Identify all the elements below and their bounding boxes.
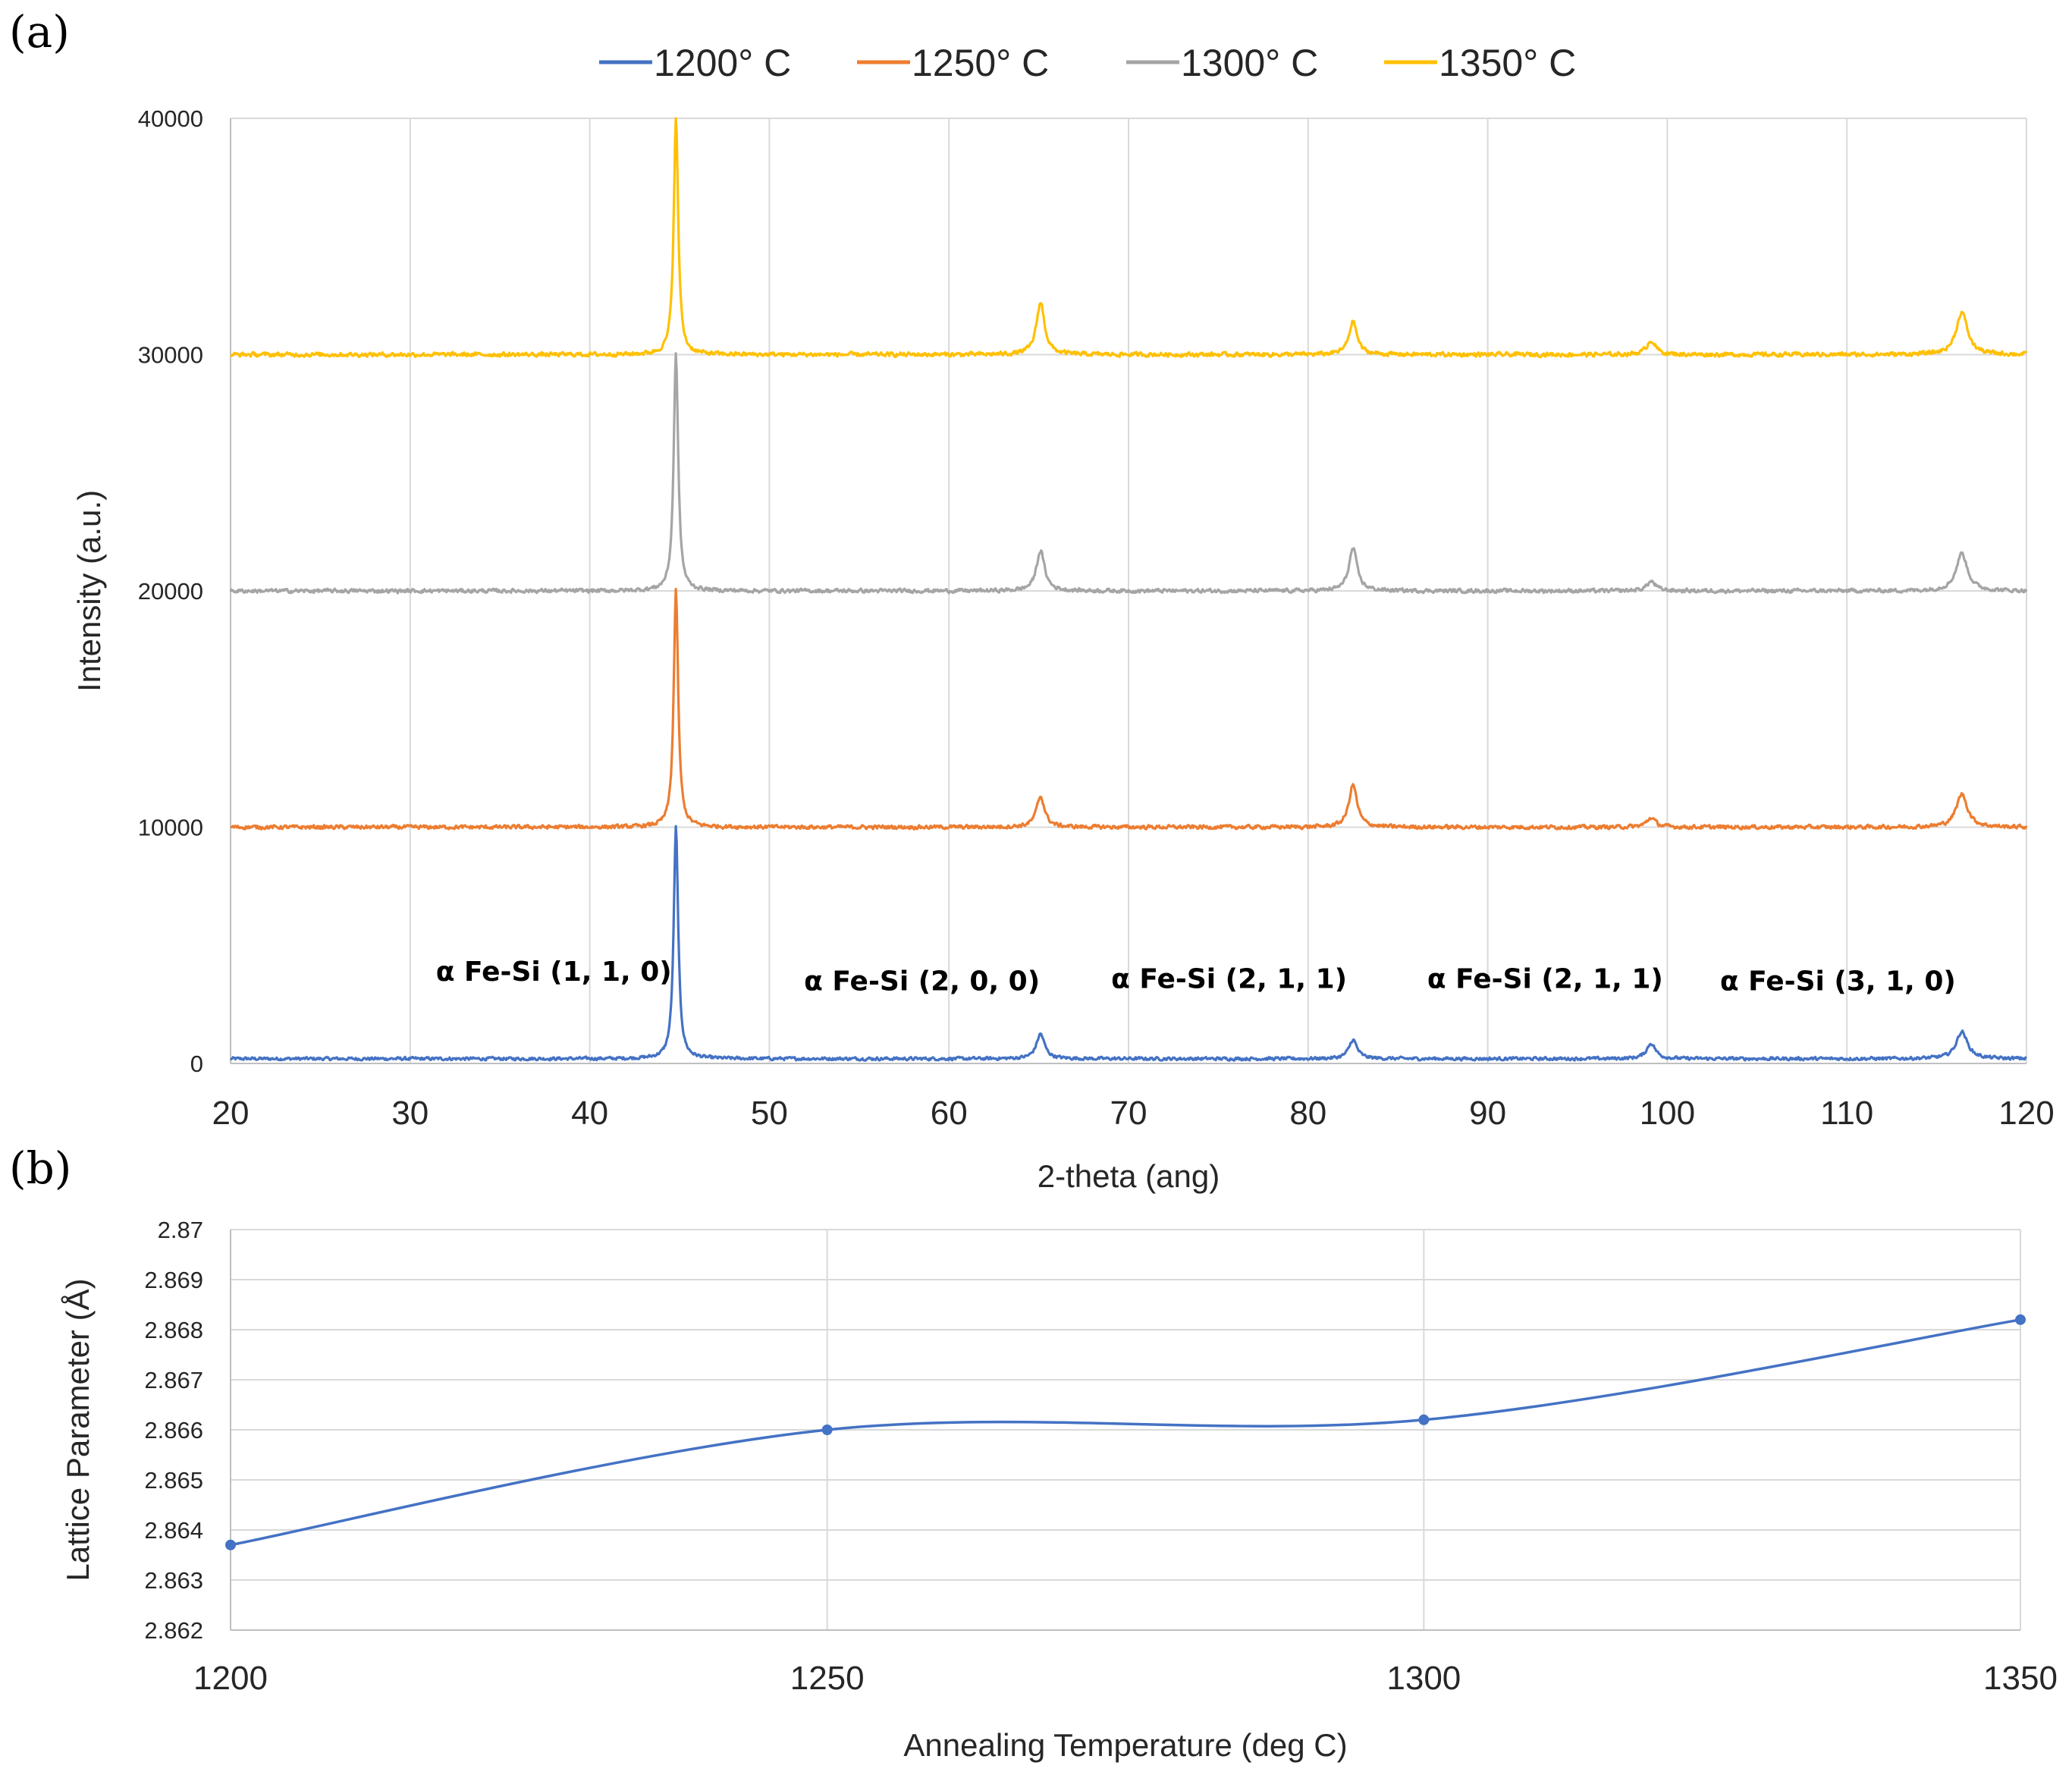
lattice-point-1200 (225, 1539, 236, 1550)
lattice-x-title: Annealing Temperature (deg C) (903, 1727, 1347, 1763)
lattice-y-tick: 2.866 (144, 1417, 203, 1443)
xrd-y-title: Intensity (a.u.) (71, 490, 107, 692)
lattice-y-tick: 2.865 (144, 1467, 203, 1494)
xrd-x-tick: 50 (751, 1095, 788, 1132)
legend-label: 1200° C (654, 42, 791, 84)
xrd-x-tick: 40 (571, 1095, 608, 1132)
xrd-x-tick: 100 (1640, 1095, 1695, 1132)
xrd-series-1300 (229, 352, 2028, 595)
xrd-x-title: 2-theta (ang) (1038, 1158, 1220, 1194)
lattice-x-tick: 1250 (790, 1660, 865, 1697)
lattice-y-tick: 2.867 (144, 1367, 203, 1393)
lattice-chart: 2.862 2.863 2.864 2.865 2.866 2.867 2.868 2.869… (60, 1217, 2058, 1763)
xrd-series-1350 (229, 117, 2028, 359)
xrd-x-tick: 70 (1110, 1095, 1147, 1132)
peak-annotation: α Fe-Si (2, 1, 1) (1111, 963, 1347, 994)
xrd-x-tick: 120 (1998, 1095, 2054, 1132)
lattice-point-1300 (1418, 1414, 1430, 1425)
xrd-y-tick: 10000 (138, 815, 203, 841)
lattice-line (230, 1318, 2021, 1547)
legend-label: 1300° C (1181, 42, 1318, 84)
lattice-y-tick: 2.868 (144, 1317, 203, 1343)
peak-annotation: α Fe-Si (2, 0, 0) (804, 966, 1040, 997)
panel-a-label: (a) (9, 6, 70, 58)
xrd-chart: 0 10000 20000 30000 40000 20 30 40 50 60 70 80 90 100… (71, 42, 2055, 1194)
lattice-y-tick: 2.862 (144, 1617, 203, 1644)
lattice-y-tick: 2.87 (158, 1217, 203, 1243)
xrd-series-1250 (230, 588, 2028, 831)
xrd-series-1200 (229, 825, 2027, 1062)
peak-annotation: α Fe-Si (3, 1, 0) (1720, 966, 1956, 997)
xrd-x-tick: 60 (931, 1095, 968, 1132)
peak-annotation: α Fe-Si (1, 1, 0) (436, 957, 672, 988)
xrd-x-tick: 80 (1289, 1095, 1326, 1132)
lattice-y-tick: 2.869 (144, 1267, 203, 1293)
xrd-y-tick: 30000 (138, 342, 203, 369)
lattice-y-tick: 2.864 (144, 1517, 203, 1544)
panel-b-label: (b) (9, 1142, 71, 1194)
lattice-point-1350 (2015, 1314, 2026, 1325)
xrd-y-tick: 40000 (138, 105, 203, 132)
peak-annotation: α Fe-Si (2, 1, 1) (1427, 963, 1663, 994)
xrd-y-tick: 20000 (138, 578, 203, 605)
lattice-point-1250 (821, 1425, 833, 1435)
legend-label: 1250° C (912, 42, 1049, 84)
lattice-x-tick: 1300 (1386, 1660, 1461, 1697)
lattice-y-tick: 2.863 (144, 1567, 203, 1594)
legend-label: 1350° C (1439, 42, 1576, 84)
lattice-y-title: Lattice Parameter (Å) (60, 1278, 96, 1581)
lattice-x-tick: 1200 (193, 1660, 268, 1697)
xrd-x-tick: 30 (391, 1095, 429, 1132)
xrd-x-tick: 110 (1820, 1095, 1873, 1132)
xrd-x-tick: 20 (212, 1095, 250, 1132)
lattice-x-tick: 1350 (1983, 1660, 2058, 1697)
xrd-y-tick: 0 (190, 1051, 203, 1077)
xrd-x-tick: 90 (1469, 1095, 1506, 1132)
